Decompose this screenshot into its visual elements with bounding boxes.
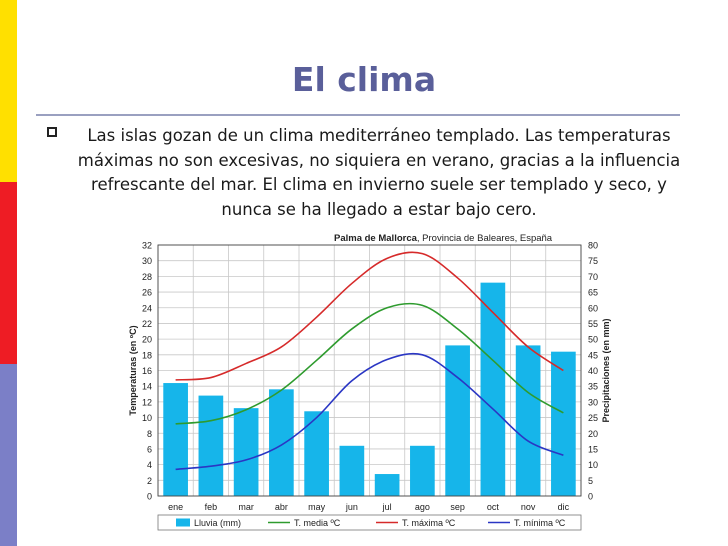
temperature-line: [175, 302, 564, 425]
y-right-tick-label: 0: [588, 492, 593, 502]
y-right-tick-label: 25: [588, 413, 598, 423]
slide-title: El clima: [291, 60, 437, 99]
y-left-tick-label: 26: [142, 288, 152, 298]
temperature-line: [175, 352, 564, 471]
rain-bar: [374, 474, 400, 496]
legend-label: T. máxima ºC: [402, 518, 456, 528]
x-tick-label: sep: [450, 502, 465, 512]
y-right-tick-label: 35: [588, 382, 598, 392]
x-tick-label: mar: [238, 502, 254, 512]
rain-bar: [480, 282, 506, 496]
y-right-tick-label: 15: [588, 444, 598, 454]
y-right-tick-label: 60: [588, 303, 598, 313]
y-left-tick-label: 32: [142, 241, 152, 251]
y-left-tick-label: 0: [147, 492, 152, 502]
x-tick-label: ene: [168, 502, 183, 512]
y-right-tick-label: 30: [588, 397, 598, 407]
rain-bar: [515, 345, 541, 496]
legend-bar-swatch: [176, 518, 190, 527]
legend-label: Lluvia (mm): [194, 518, 241, 528]
square-bullet-icon: [47, 127, 57, 137]
chart-title-region: , Provincia de Baleares, España: [417, 233, 553, 244]
y-right-tick-label: 45: [588, 350, 598, 360]
x-tick-label: abr: [275, 502, 288, 512]
y-left-tick-label: 16: [142, 366, 152, 376]
rain-bar: [410, 445, 435, 496]
decor-band-purple: [0, 364, 17, 546]
y-left-tick-label: 28: [142, 272, 152, 282]
rain-bar: [233, 408, 259, 496]
x-tick-label: dic: [558, 502, 570, 512]
y-right-tick-label: 70: [588, 272, 598, 282]
rain-bar: [269, 389, 294, 496]
y-right-tick-label: 75: [588, 256, 598, 266]
y-left-tick-label: 4: [147, 460, 152, 470]
rain-bar: [445, 345, 470, 496]
bullet-text: Las islas gozan de un clima mediterráneo…: [77, 126, 681, 219]
y-left-tick-label: 24: [142, 303, 152, 313]
y-right-tick-label: 20: [588, 429, 598, 439]
chart-title: Palma de Mallorca, Provincia de Baleares…: [334, 233, 553, 244]
decor-band-red: [0, 182, 17, 364]
y-right-tick-label: 40: [588, 366, 598, 376]
y-left-tick-label: 12: [142, 397, 152, 407]
x-tick-label: jul: [382, 502, 392, 512]
title-divider: [36, 114, 680, 116]
rain-bar: [163, 383, 188, 496]
x-tick-label: ago: [415, 502, 430, 512]
rain-bar: [551, 351, 576, 496]
rain-bar: [304, 411, 329, 496]
y-right-tick-label: 5: [588, 476, 593, 486]
x-tick-label: jun: [345, 502, 358, 512]
legend-label: T. media ºC: [294, 518, 341, 528]
x-tick-label: oct: [487, 502, 500, 512]
y-right-tick-label: 55: [588, 319, 598, 329]
x-tick-label: nov: [521, 502, 536, 512]
y-right-tick-label: 10: [588, 460, 598, 470]
y-right-axis-title: Precipitaciones (en mm): [601, 318, 611, 422]
legend-label: T. mínima ºC: [514, 518, 566, 528]
x-tick-label: feb: [205, 502, 218, 512]
y-left-tick-label: 8: [147, 429, 152, 439]
y-right-tick-label: 50: [588, 335, 598, 345]
y-left-tick-label: 14: [142, 382, 152, 392]
plot-frame: [157, 244, 582, 497]
y-left-tick-label: 20: [142, 335, 152, 345]
legend-box: [157, 514, 582, 531]
y-left-axis-title: Temperaturas (en ºC): [128, 325, 138, 415]
chart-title-place: Palma de Mallorca: [334, 233, 418, 244]
y-left-tick-label: 22: [142, 319, 152, 329]
x-tick-label: may: [308, 502, 326, 512]
y-left-tick-label: 6: [147, 444, 152, 454]
y-left-tick-label: 30: [142, 256, 152, 266]
rain-bar: [339, 445, 365, 496]
y-right-tick-label: 65: [588, 288, 598, 298]
decor-band-yellow: [0, 0, 17, 182]
y-left-tick-label: 10: [142, 413, 152, 423]
y-left-tick-label: 2: [147, 476, 152, 486]
rain-bar: [198, 395, 224, 496]
y-left-tick-label: 18: [142, 350, 152, 360]
y-right-tick-label: 80: [588, 241, 598, 251]
temperature-line: [175, 251, 564, 381]
